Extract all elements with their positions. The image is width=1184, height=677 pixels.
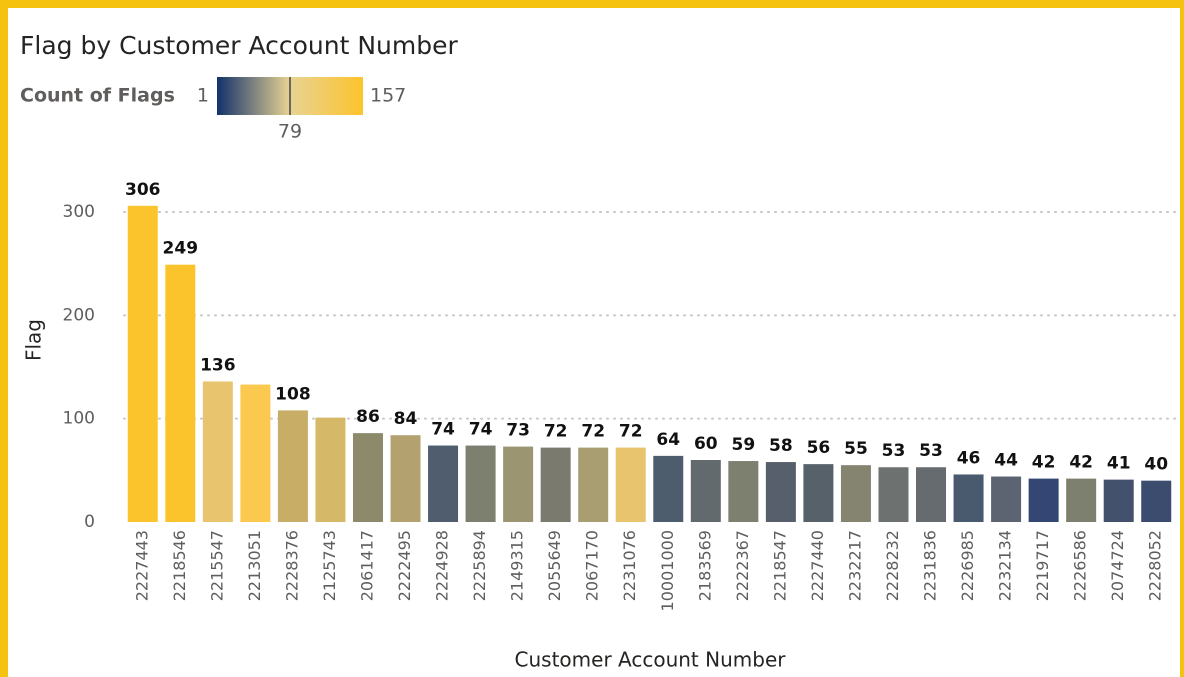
data-label: 56 — [807, 438, 831, 458]
bar — [352, 433, 383, 522]
data-label: 44 — [994, 451, 1018, 471]
bar — [315, 417, 346, 522]
x-tick-label: 2228232 — [883, 530, 902, 601]
data-label: 53 — [919, 441, 943, 461]
data-label: 58 — [769, 436, 793, 456]
data-label: 64 — [656, 430, 680, 450]
legend-min: 1 — [197, 85, 209, 107]
bar — [390, 435, 421, 522]
x-tick-label: 2228376 — [282, 530, 301, 601]
bar — [1141, 480, 1172, 522]
legend-title: Count of Flags — [20, 85, 175, 107]
bar — [428, 445, 459, 522]
x-tick-label: 2222367 — [733, 530, 752, 601]
bar — [240, 384, 271, 522]
data-label: 72 — [619, 422, 643, 442]
bar — [953, 474, 984, 522]
data-label: 84 — [394, 409, 418, 429]
y-tick-label: 200 — [63, 305, 95, 325]
x-tick-label: 2213051 — [245, 530, 264, 601]
x-tick-label: 2218547 — [770, 530, 789, 601]
data-label: 46 — [957, 448, 981, 468]
data-label: 42 — [1032, 453, 1056, 473]
bar — [878, 467, 909, 522]
bar — [916, 467, 947, 522]
bar — [1103, 479, 1134, 522]
bar — [803, 464, 834, 522]
x-tick-label: 2055649 — [545, 530, 564, 601]
data-label: 40 — [1144, 455, 1168, 475]
bar — [540, 447, 571, 522]
data-label: 74 — [469, 420, 493, 440]
y-axis-title: Flag — [22, 319, 46, 361]
y-tick-label: 300 — [63, 202, 95, 222]
bar — [1028, 478, 1059, 522]
x-tick-label: 2061417 — [357, 530, 376, 601]
data-label: 108 — [275, 384, 311, 404]
x-tick-label: 2232134 — [996, 530, 1015, 601]
x-tick-label: 2226985 — [958, 530, 977, 601]
chart-title: Flag by Customer Account Number — [20, 31, 458, 60]
y-tick-label: 100 — [63, 409, 95, 429]
data-label: 306 — [125, 180, 161, 200]
x-tick-label: 2222495 — [395, 530, 414, 601]
bar — [653, 455, 684, 522]
x-tick-label: 2218546 — [170, 530, 189, 601]
x-tick-label: 10001000 — [658, 530, 677, 611]
bar — [615, 447, 646, 522]
bar — [277, 410, 308, 522]
data-label: 86 — [356, 407, 380, 427]
x-tick-label: 2215547 — [207, 530, 226, 601]
x-tick-label: 2125743 — [320, 530, 339, 601]
y-tick-label: 0 — [84, 512, 95, 532]
bar — [165, 264, 196, 522]
bar — [202, 381, 233, 522]
data-label: 41 — [1107, 454, 1131, 474]
x-tick-label: 2224928 — [433, 530, 452, 601]
x-tick-label: 2226586 — [1071, 530, 1090, 601]
x-tick-label: 2227440 — [808, 530, 827, 601]
bar — [991, 476, 1022, 522]
data-label: 136 — [200, 355, 236, 375]
bar — [465, 445, 496, 522]
x-tick-label: 2232217 — [845, 530, 864, 601]
data-label: 73 — [506, 421, 530, 441]
bar — [690, 460, 721, 522]
data-label: 59 — [732, 435, 756, 455]
x-tick-label: 2227443 — [132, 530, 151, 601]
x-tick-label: 2149315 — [508, 530, 527, 601]
bar — [840, 465, 871, 522]
x-tick-label: 2231836 — [921, 530, 940, 601]
x-tick-label: 2067170 — [583, 530, 602, 601]
x-tick-label: 2225894 — [470, 530, 489, 601]
data-label: 74 — [431, 420, 455, 440]
x-tick-label: 2183569 — [695, 530, 714, 601]
bar — [1066, 478, 1097, 522]
x-tick-label: 2231076 — [620, 530, 639, 601]
x-tick-label: 2228052 — [1146, 530, 1165, 601]
data-label: 53 — [882, 441, 906, 461]
legend-mid: 79 — [278, 121, 302, 143]
data-label: 42 — [1069, 453, 1093, 473]
bar — [127, 205, 158, 523]
bar — [728, 461, 759, 522]
data-label: 60 — [694, 434, 718, 454]
bar — [765, 462, 796, 522]
data-label: 55 — [844, 439, 868, 459]
data-label: 72 — [581, 422, 605, 442]
x-axis-title: Customer Account Number — [515, 648, 787, 672]
data-label: 72 — [544, 422, 568, 442]
x-tick-label: 2219717 — [1033, 530, 1052, 601]
legend-max: 157 — [370, 85, 406, 107]
bar — [578, 447, 609, 522]
x-tick-label: 2074724 — [1108, 530, 1127, 601]
bar — [503, 446, 534, 522]
data-label: 249 — [163, 239, 199, 259]
